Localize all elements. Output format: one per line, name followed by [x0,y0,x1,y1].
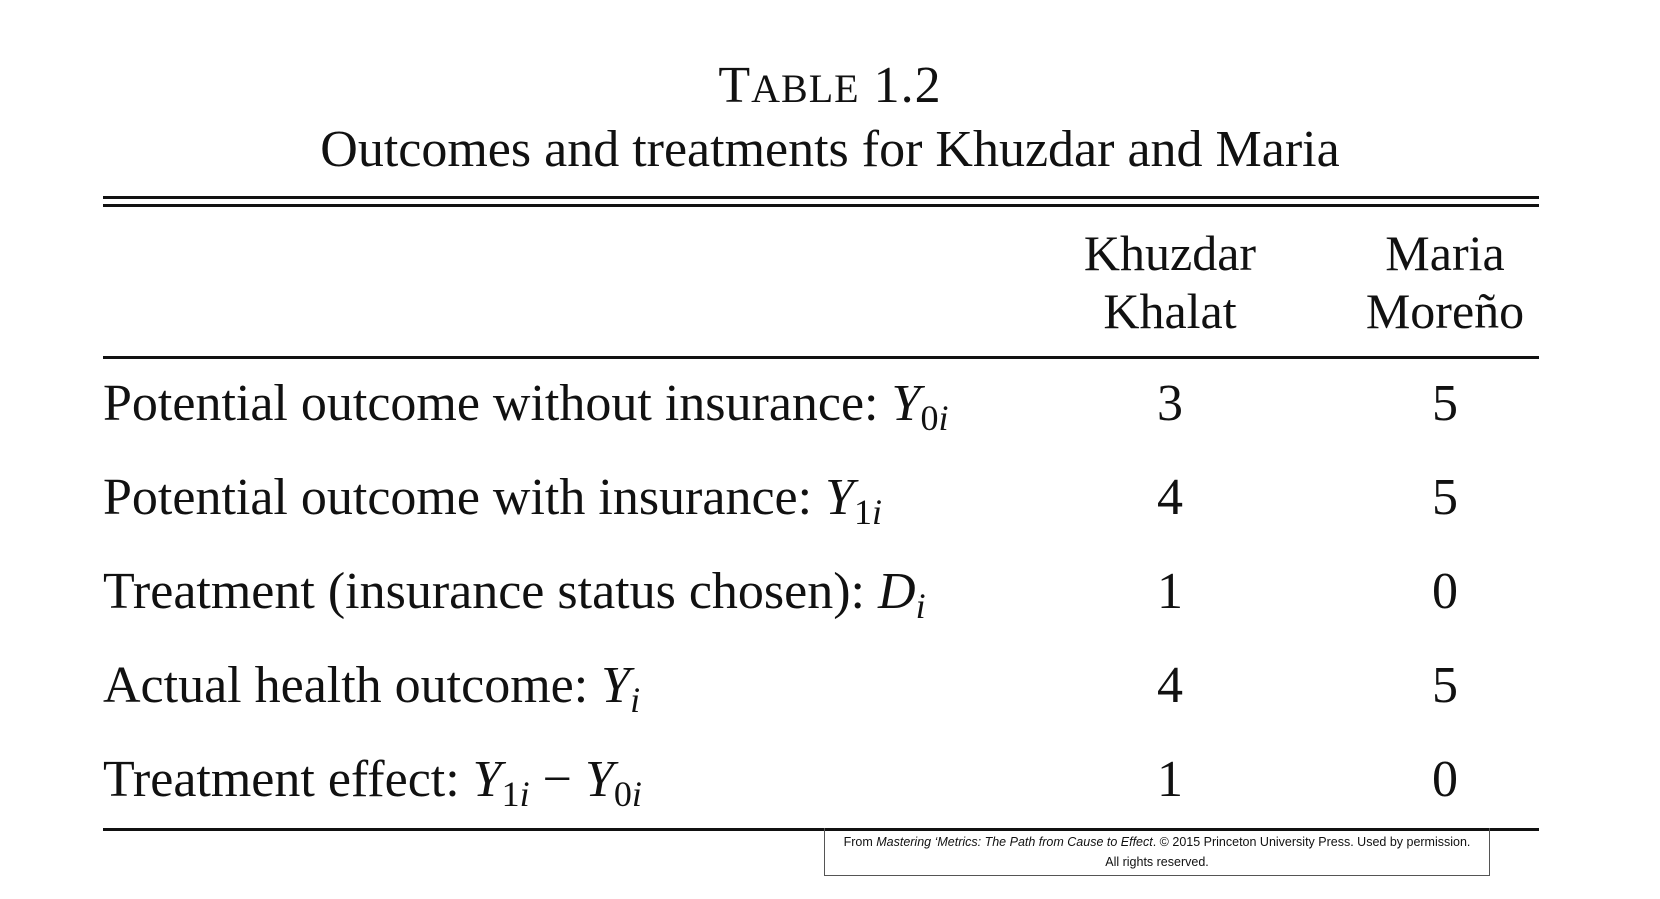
column-header-khuzdar: Khuzdar Khalat [1060,224,1280,340]
column-header-line: Maria [1385,225,1505,281]
table-label-smallcaps: able [751,66,860,111]
credit-prefix: From [843,835,877,849]
math-subscript-index: i [938,398,949,438]
table-cell-maria: 0 [1432,751,1458,808]
credit-line-1: From Mastering ‘Metrics: The Path from C… [825,832,1489,852]
table-caption: Outcomes and treatments for Khuzdar and … [320,121,1340,178]
table-cell-khuzdar: 1 [1157,563,1183,620]
row-label-text: Actual health outcome: [103,657,602,714]
top-rule-lower [103,204,1539,207]
math-symbol: Y [472,751,502,808]
bottom-rule [103,828,1539,831]
math-subscript-index: i [630,680,641,720]
row-label-text: Treatment (insurance status chosen): [103,563,878,620]
table-cell-maria: 5 [1432,657,1458,714]
math-symbol: Y [891,375,921,432]
math-subscript-index: i [631,774,642,814]
row-label-text: Potential outcome with insurance: [103,469,826,526]
table-cell-maria: 0 [1432,563,1458,620]
math-subscript-index: i [519,774,530,814]
row-label: Actual health outcome: Yi [103,646,640,726]
header-rule [103,356,1539,359]
top-rule-upper [103,196,1539,199]
column-header-line: Khuzdar [1083,225,1257,281]
math-subscript-number: 1 [501,774,520,814]
permission-credit: From Mastering ‘Metrics: The Path from C… [824,828,1490,876]
row-label: Potential outcome with insurance: Y1i [103,458,882,538]
table-label-initial: T [718,57,752,114]
credit-suffix: . © 2015 Princeton University Press. Use… [1152,835,1471,849]
table-row: Actual health outcome: Yi 4 5 [103,646,1539,726]
row-label-text: Treatment effect: [103,751,473,808]
table-row: Potential outcome with insurance: Y1i 4 … [103,458,1539,538]
row-label: Treatment effect: Y1i − Y0i [103,740,642,820]
credit-line-2: All rights reserved. [1105,855,1209,869]
math-subscript-index: i [915,586,926,626]
table-cell-khuzdar: 4 [1157,469,1183,526]
credit-book-title: Mastering ‘Metrics: The Path from Cause … [876,835,1153,849]
table-row: Potential outcome without insurance: Y0i… [103,364,1539,444]
column-header-line: Khalat [1103,283,1237,339]
table-cell-khuzdar: 4 [1157,657,1183,714]
row-label: Potential outcome without insurance: Y0i [103,364,948,444]
math-subscript-number: 1 [853,492,872,532]
column-header-maria: Maria Moreño [1335,224,1555,340]
math-symbol: Y [584,751,614,808]
table-title-block: Table 1.2 Outcomes and treatments for Kh… [0,56,1660,181]
table-label: Table 1.2 [0,56,1660,119]
math-symbol: Y [601,657,631,714]
math-subscript-number: 0 [920,398,939,438]
table-cell-khuzdar: 3 [1157,375,1183,432]
math-minus-operator: − [529,751,585,808]
table-label-number: 1.2 [859,57,942,114]
math-symbol: D [878,563,916,620]
column-header-line: Moreño [1365,283,1525,339]
table-cell-maria: 5 [1432,375,1458,432]
row-label: Treatment (insurance status chosen): Di [103,552,926,632]
math-subscript-index: i [871,492,882,532]
table-row: Treatment effect: Y1i − Y0i 1 0 [103,740,1539,820]
table-cell-maria: 5 [1432,469,1458,526]
math-subscript-number: 0 [613,774,632,814]
table-cell-khuzdar: 1 [1157,751,1183,808]
math-symbol: Y [825,469,854,526]
table-row: Treatment (insurance status chosen): Di … [103,552,1539,632]
row-label-text: Potential outcome without insurance: [103,375,892,432]
